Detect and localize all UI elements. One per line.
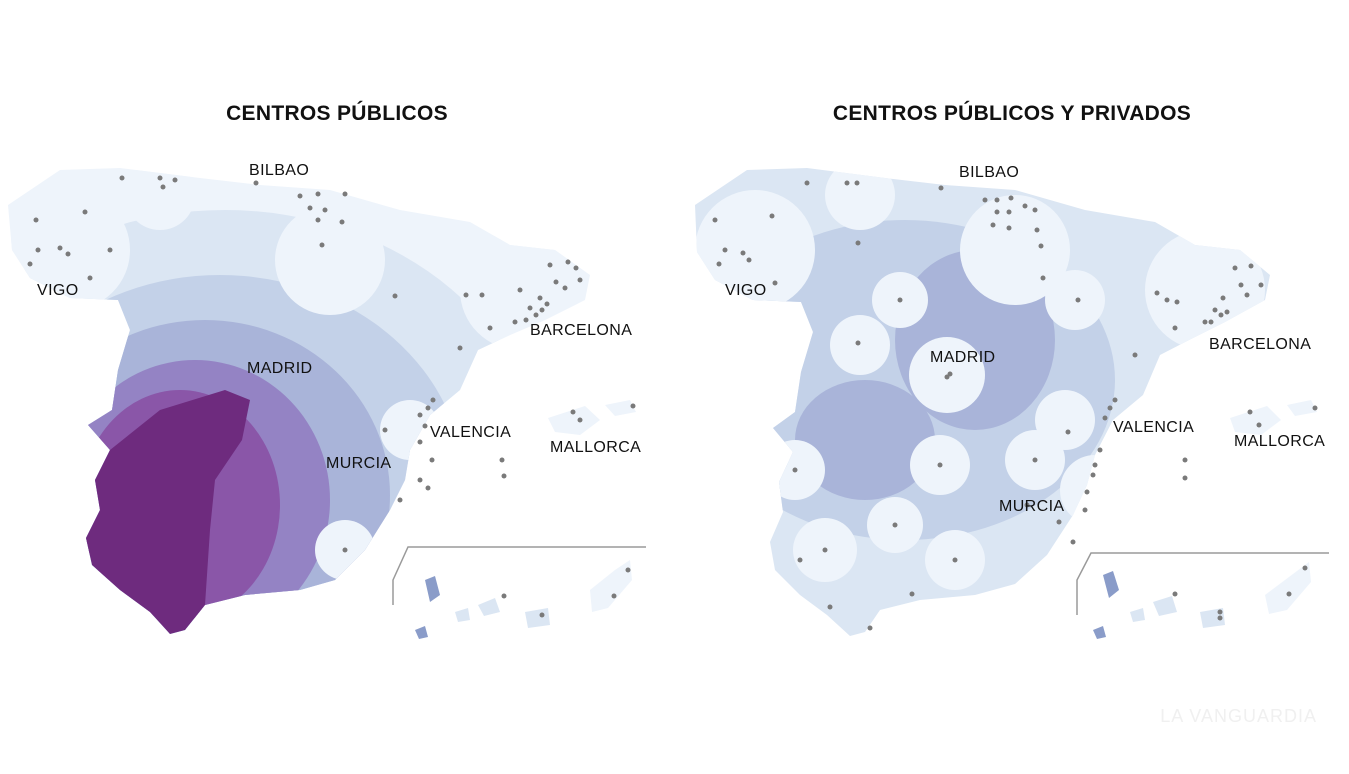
spain-map-public-private	[695, 168, 1329, 639]
map-title: CENTROS PÚBLICOS	[226, 102, 448, 125]
city-label-mallorca: MALLORCA	[550, 439, 642, 456]
map-title: CENTROS PÚBLICOS Y PRIVADOS	[832, 102, 1192, 125]
city-label-valencia: VALENCIA	[1113, 419, 1195, 436]
spain-map-public	[8, 168, 646, 639]
city-label-vigo: VIGO	[37, 282, 79, 299]
map-panel-public-private: CENTROS PÚBLICOS Y PRIVADOS	[675, 0, 1349, 774]
city-label-vigo: VIGO	[725, 282, 767, 299]
city-label-bilbao: BILBAO	[249, 162, 310, 179]
map-panel-public: CENTROS PÚBLICOS	[0, 0, 674, 774]
city-label-barcelona: BARCELONA	[530, 322, 633, 339]
watermark-logo: LA VANGUARDIA	[1160, 706, 1317, 726]
city-label-bilbao: BILBAO	[959, 164, 1020, 181]
city-label-madrid: MADRID	[930, 349, 996, 366]
city-label-barcelona: BARCELONA	[1209, 336, 1312, 353]
city-label-murcia: MURCIA	[326, 455, 392, 472]
city-label-valencia: VALENCIA	[430, 424, 512, 441]
city-label-madrid: MADRID	[247, 360, 313, 377]
city-label-murcia: MURCIA	[999, 498, 1065, 515]
city-label-mallorca: MALLORCA	[1234, 433, 1326, 450]
